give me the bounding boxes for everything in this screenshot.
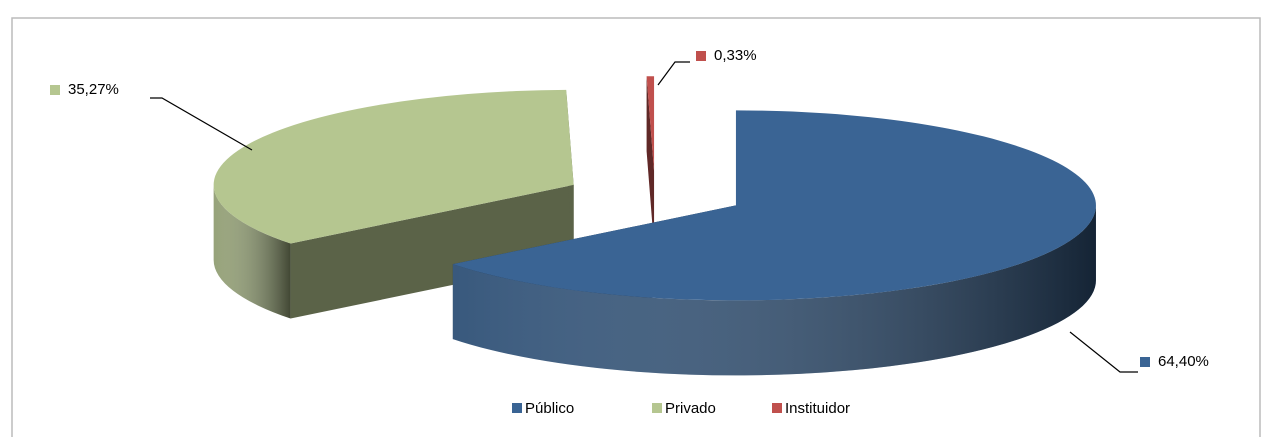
legend: Público Privado Instituidor — [512, 400, 850, 417]
slice-top — [452, 110, 1096, 301]
pie-slice — [213, 89, 574, 319]
legend-key — [772, 403, 782, 413]
legend-key — [512, 403, 522, 413]
legend-key — [652, 403, 662, 413]
slice-wall — [646, 76, 655, 247]
label-key — [1140, 357, 1150, 367]
leader-line — [150, 97, 253, 151]
data-label: 0,33% — [714, 47, 757, 64]
leader-line — [657, 61, 690, 86]
leader-line — [1069, 331, 1138, 373]
pie — [213, 76, 1096, 376]
data-label: 64,40% — [1158, 353, 1209, 370]
chart-frame — [11, 17, 1261, 437]
pie-slice — [452, 110, 1096, 376]
slice-wall — [290, 184, 574, 319]
label-key — [696, 51, 706, 61]
pie-slice — [646, 76, 655, 247]
slice-top — [646, 76, 655, 172]
leader-lines — [150, 61, 1138, 373]
legend-label: Instituidor — [785, 400, 850, 417]
slice-rim-shade — [213, 184, 291, 319]
legend-label: Público — [525, 400, 574, 417]
slice-rim-shade — [452, 205, 1096, 376]
slice-top — [213, 89, 574, 244]
legend-label: Privado — [665, 400, 716, 417]
label-key — [50, 85, 60, 95]
data-labels: 64,40% 35,27% 0,33% — [50, 47, 1209, 370]
data-label: 35,27% — [68, 81, 119, 98]
